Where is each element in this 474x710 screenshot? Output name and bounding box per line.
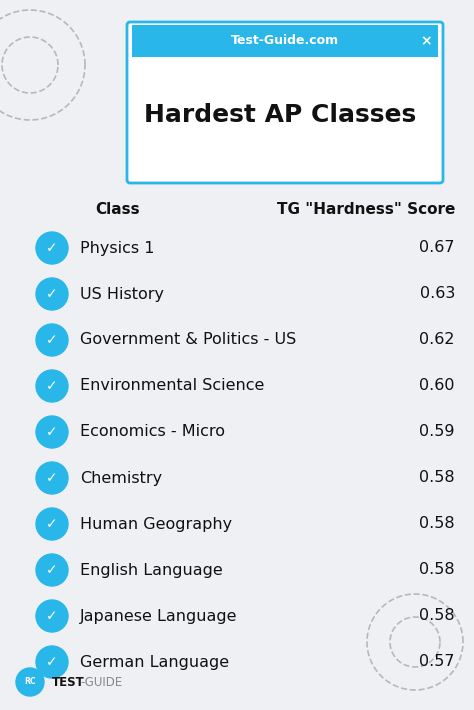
Circle shape [36,370,68,402]
Circle shape [36,554,68,586]
Circle shape [36,600,68,632]
Text: 0.63: 0.63 [419,287,455,302]
Text: 0.58: 0.58 [419,562,455,577]
Text: ✓: ✓ [46,287,58,301]
Text: Economics - Micro: Economics - Micro [80,425,225,439]
Text: 0.59: 0.59 [419,425,455,439]
Circle shape [16,668,44,696]
Text: 0.58: 0.58 [419,608,455,623]
Text: ✓: ✓ [46,471,58,485]
Text: ✓: ✓ [46,425,58,439]
Text: Government & Politics - US: Government & Politics - US [80,332,296,347]
Text: 0.58: 0.58 [419,471,455,486]
Text: Test-Guide.com: Test-Guide.com [231,35,339,48]
Text: English Language: English Language [80,562,223,577]
Text: ✓: ✓ [46,517,58,531]
Text: 0.67: 0.67 [419,241,455,256]
Text: 0.57: 0.57 [419,655,455,670]
Circle shape [36,278,68,310]
Text: 0.60: 0.60 [419,378,455,393]
Text: German Language: German Language [80,655,229,670]
Text: Class: Class [95,202,140,217]
Circle shape [36,646,68,678]
Text: ×: × [420,34,432,48]
Text: Human Geography: Human Geography [80,516,232,532]
Text: Chemistry: Chemistry [80,471,162,486]
Text: -GUIDE: -GUIDE [80,675,122,689]
Text: ✓: ✓ [46,609,58,623]
Text: ✓: ✓ [46,333,58,347]
Circle shape [36,462,68,494]
Text: Hardest AP Classes: Hardest AP Classes [144,102,416,126]
Text: Physics 1: Physics 1 [80,241,155,256]
Text: TG "Hardness" Score: TG "Hardness" Score [277,202,455,217]
Text: ✓: ✓ [46,563,58,577]
FancyBboxPatch shape [127,22,443,183]
Text: US History: US History [80,287,164,302]
Text: ✓: ✓ [46,379,58,393]
Text: RC: RC [24,677,36,687]
FancyBboxPatch shape [132,25,438,57]
Circle shape [36,416,68,448]
Text: Japanese Language: Japanese Language [80,608,237,623]
Text: 0.62: 0.62 [419,332,455,347]
Circle shape [36,232,68,264]
Text: ✓: ✓ [46,655,58,669]
Text: 0.58: 0.58 [419,516,455,532]
Circle shape [36,324,68,356]
Text: TEST: TEST [52,675,85,689]
Text: Environmental Science: Environmental Science [80,378,264,393]
Circle shape [36,508,68,540]
Text: ✓: ✓ [46,241,58,255]
